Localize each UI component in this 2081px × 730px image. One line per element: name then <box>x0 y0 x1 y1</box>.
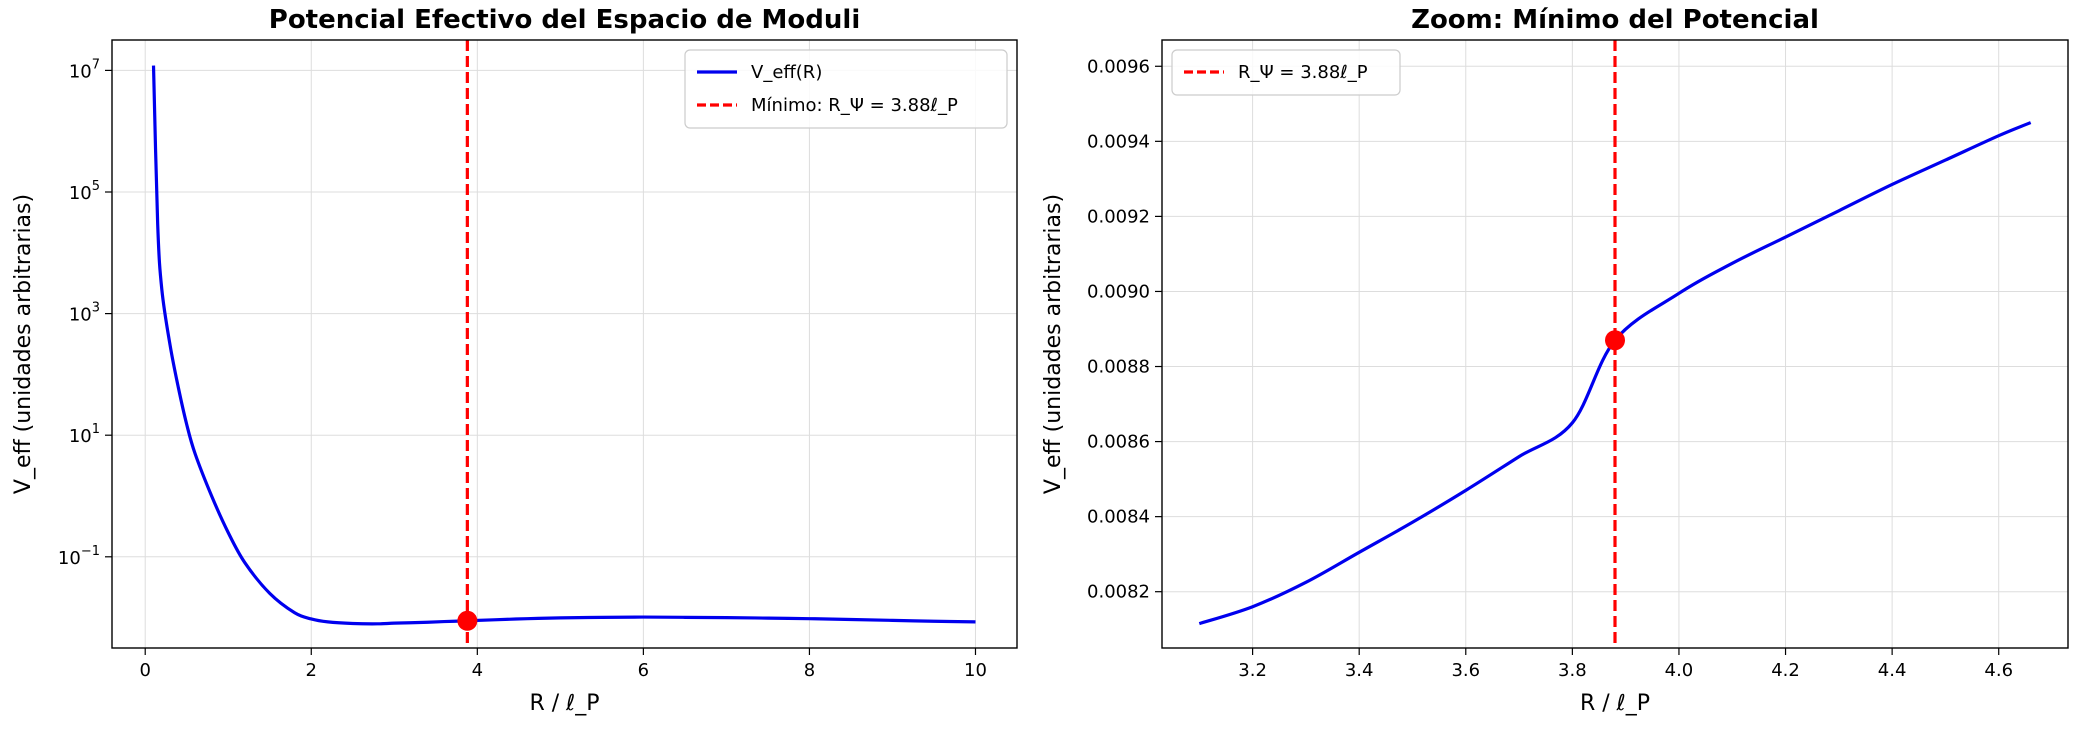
x-tick-label: 3.4 <box>1345 660 1374 681</box>
series-line-0 <box>1198 121 2032 626</box>
y-tick-label: 0.0094 <box>1087 131 1150 152</box>
minimum-marker <box>457 610 478 631</box>
grid <box>112 40 1017 648</box>
y-tick-label: 0.0088 <box>1087 357 1150 378</box>
y-tick-label: 101 <box>69 422 100 447</box>
legend: R_Ψ = 3.88ℓ_P <box>1171 49 1401 96</box>
y-tick-label: 10−1 <box>58 544 100 569</box>
axes-frame <box>111 39 1018 649</box>
chart-title: Zoom: Mínimo del Potencial <box>1411 5 1819 35</box>
y-tick-label: 0.0096 <box>1087 56 1150 77</box>
legend: V_eff(R) Mínimo: R_Ψ = 3.88ℓ_P <box>684 49 1008 129</box>
y-tick-label: 0.0086 <box>1087 432 1150 453</box>
series-line-0 <box>151 65 976 626</box>
x-axis-label: R / ℓ_P <box>529 691 599 716</box>
axes-frame <box>1161 39 2069 649</box>
x-tick-label: 8 <box>804 660 815 681</box>
right-chart-panel: 3.2 3.4 3.6 3.8 4.0 4.2 4.4 4.6 0.0082 0.0084 0.00… <box>1041 5 2069 716</box>
minimum-marker <box>1605 330 1625 351</box>
x-tick-label: 10 <box>964 660 987 681</box>
y-tick-label: 103 <box>69 301 100 326</box>
y-axis-label: V_eff (unidades arbitrarias) <box>1041 194 1066 494</box>
y-tick-label: 0.0090 <box>1087 281 1150 302</box>
x-tick-label: 6 <box>638 660 649 681</box>
chart-title: Potencial Efectivo del Espacio de Moduli <box>269 5 860 35</box>
x-tick-label: 3.6 <box>1451 660 1480 681</box>
y-tick-label: 0.0082 <box>1087 582 1150 603</box>
x-tick-label: 2 <box>306 660 317 681</box>
x-tick-label: 4.0 <box>1665 660 1694 681</box>
left-chart-panel: 0 2 4 6 8 10 107 105 103 101 10−1 Potencial Efectiv… <box>11 5 1018 716</box>
y-axis-label: V_eff (unidades arbitrarias) <box>11 194 36 494</box>
x-tick-label: 4 <box>472 660 483 681</box>
x-tick-label: 3.8 <box>1558 660 1587 681</box>
x-tick-label: 4.2 <box>1771 660 1800 681</box>
x-tick-label: 4.4 <box>1878 660 1907 681</box>
legend-label: V_eff(R) <box>751 62 822 83</box>
plot-area <box>151 40 976 648</box>
y-tick-label: 107 <box>69 57 100 82</box>
x-tick-label: 3.2 <box>1238 660 1267 681</box>
x-tick-label: 0 <box>139 660 150 681</box>
y-tick-label: 0.0092 <box>1087 206 1150 227</box>
legend-label: Mínimo: R_Ψ = 3.88ℓ_P <box>751 95 958 116</box>
legend-box <box>684 49 1008 129</box>
x-tick-label: 4.6 <box>1984 660 2013 681</box>
y-tick-label: 0.0084 <box>1087 507 1150 528</box>
legend-label: R_Ψ = 3.88ℓ_P <box>1238 62 1368 83</box>
x-axis-label: R / ℓ_P <box>1580 691 1650 716</box>
y-tick-label: 105 <box>69 179 100 204</box>
legend-box <box>1171 49 1401 96</box>
